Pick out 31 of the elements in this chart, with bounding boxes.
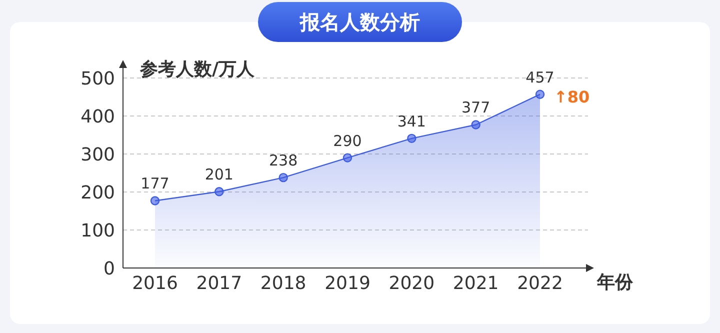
data-label: 238 (269, 152, 298, 170)
y-tick-label: 400 (80, 106, 115, 128)
y-tick-label: 100 (80, 220, 115, 242)
data-label: 201 (204, 166, 234, 184)
y-tick-label: 200 (80, 182, 115, 204)
x-tick-label: 2019 (324, 272, 370, 294)
data-label: 177 (140, 174, 170, 193)
annotation: ↑80 (554, 87, 590, 106)
point (214, 187, 224, 196)
data-label: 457 (526, 68, 554, 86)
point (278, 172, 288, 182)
x-tick-label: 2020 (388, 272, 435, 294)
x-tick-label: 2021 (452, 272, 499, 294)
x-tick-label: 2016 (132, 272, 178, 294)
data-label: 290 (333, 132, 362, 150)
y-tick-label: 500 (80, 68, 115, 90)
y-axis-title: 参考人数/万人 (140, 58, 255, 81)
x-tick-label: 2018 (260, 272, 306, 294)
x-axis-title: 年份 (597, 271, 633, 294)
point (471, 120, 480, 130)
chart-title: 报名人数分析 (258, 2, 462, 42)
point (150, 196, 160, 206)
data-label: 377 (462, 98, 490, 117)
point (342, 153, 352, 162)
data-label: 341 (397, 112, 426, 130)
x-tick-label: 2017 (196, 272, 242, 294)
y-tick-label: 300 (80, 144, 115, 166)
point (407, 134, 416, 144)
point (535, 90, 545, 99)
x-tick-label: 2022 (517, 272, 563, 294)
y-tick-label: 0 (104, 258, 115, 280)
